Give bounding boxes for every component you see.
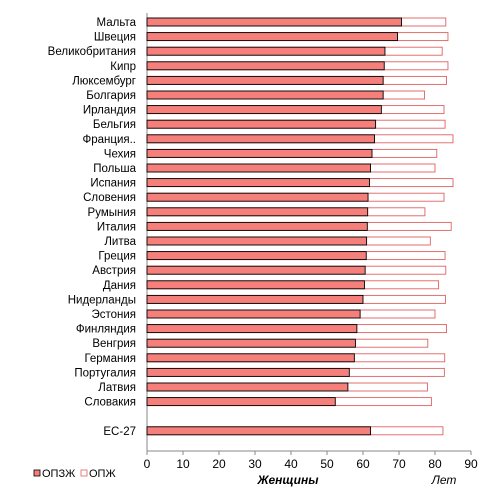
bar-opzzh (146, 148, 373, 158)
bar-opzzh (146, 75, 384, 85)
x-tick-label: 60 (356, 457, 370, 471)
bar-opzzh (146, 236, 368, 246)
bar-opzzh (146, 192, 369, 202)
category-label: Чехия (104, 148, 136, 160)
legend-swatch-opzh (80, 469, 88, 477)
category-label: Португалия (74, 367, 136, 379)
category-label: Словения (83, 192, 136, 204)
category-label: Болгария (86, 90, 136, 102)
x-axis-unit: Лет (431, 473, 457, 487)
bar-opzzh (146, 265, 366, 275)
category-label: Великобритания (48, 46, 136, 58)
category-label: Венгрия (92, 338, 136, 350)
x-tick-label: 90 (464, 457, 478, 471)
category-label: Австрия (92, 265, 136, 277)
bar-opzzh (146, 134, 375, 144)
bar-opzzh (146, 221, 368, 231)
bar-opzzh (146, 353, 355, 363)
legend: ОПЗЖ ОПЖ (33, 468, 116, 480)
category-label: Словакия (84, 397, 136, 409)
bar-opzzh (146, 251, 367, 261)
category-label: Кипр (110, 61, 136, 73)
category-label: Нидерланды (68, 294, 136, 306)
x-tick-label: 30 (248, 457, 262, 471)
category-label: Румыния (88, 207, 136, 219)
x-axis-ticks: 0 10 20 30 40 50 60 70 80 90 (144, 451, 478, 471)
category-label: Дания (103, 280, 136, 292)
category-label: ЕС-27 (103, 426, 136, 438)
bar-opzzh (146, 324, 358, 334)
bar-opzzh (146, 397, 336, 407)
legend-label-opzzh: ОПЗЖ (42, 468, 75, 480)
bar-opzzh (146, 367, 350, 377)
x-tick-label: 50 (320, 457, 334, 471)
category-label: Швеция (94, 32, 136, 44)
bar-opzzh (146, 90, 384, 100)
bar-opzzh (146, 178, 370, 188)
category-labels: Мальта Швеция Великобритания Кипр Люксембург… (48, 17, 137, 438)
category-label: Финляндия (76, 324, 136, 336)
bar-opzzh (146, 426, 372, 436)
bar-opzzh (146, 294, 364, 304)
x-tick-label: 80 (428, 457, 442, 471)
legend-label-opzh: ОПЖ (89, 468, 116, 480)
bar-opzzh (146, 280, 365, 290)
category-label: Люксембург (72, 75, 136, 87)
bar-opzzh (146, 61, 385, 71)
x-tick-label: 10 (176, 457, 190, 471)
category-label: Литва (104, 236, 136, 248)
bar-opzzh (146, 46, 386, 56)
bar-opzzh (146, 163, 372, 173)
plot-area (146, 13, 471, 452)
category-label: Мальта (97, 17, 137, 29)
bar-opzzh (146, 17, 402, 27)
bar-opzzh (146, 32, 399, 42)
category-label: Германия (84, 353, 136, 365)
category-label: Ирландия (83, 105, 136, 117)
category-label: Франция.. (82, 134, 136, 146)
bar-opzzh (146, 338, 356, 348)
bar-opzzh (146, 382, 349, 392)
x-tick-label: 20 (212, 457, 226, 471)
category-label: Эстония (91, 309, 136, 321)
bar-opzzh (146, 309, 361, 319)
x-tick-label: 40 (284, 457, 298, 471)
x-tick-label: 70 (392, 457, 406, 471)
series-opzzh-bars (146, 17, 402, 436)
bar-opzzh (146, 207, 369, 217)
bar-opzzh (146, 105, 382, 115)
category-label: Италия (97, 221, 136, 233)
x-tick-label: 0 (144, 457, 151, 471)
category-label: Греция (98, 251, 136, 263)
category-label: Бельгия (93, 119, 136, 131)
category-label: Польша (93, 163, 136, 175)
bar-opzzh (146, 119, 377, 129)
category-label: Латвия (98, 382, 136, 394)
legend-swatch-opzzh (33, 469, 41, 477)
x-axis-title: Женщины (257, 473, 320, 487)
category-label: Испания (90, 178, 136, 190)
